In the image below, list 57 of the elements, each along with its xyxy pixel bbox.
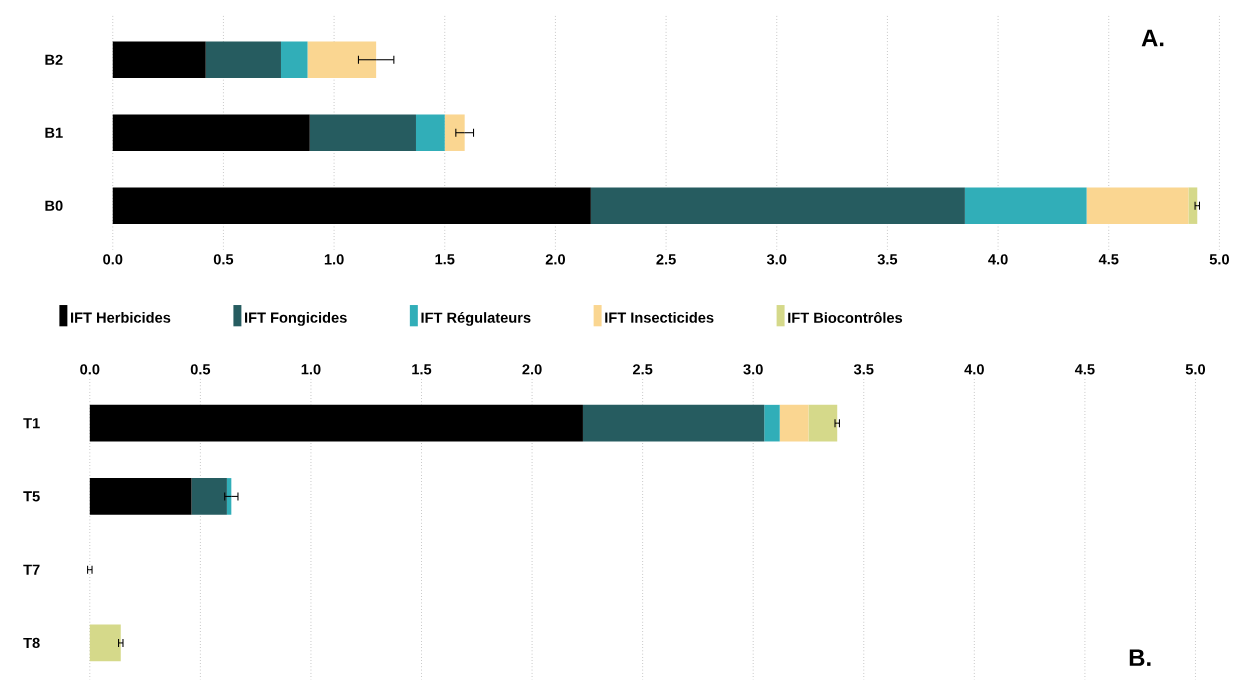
x-tick-label: 0.0 xyxy=(80,364,100,375)
x-tick-label: 2.5 xyxy=(656,254,676,265)
bar xyxy=(280,41,308,79)
x-tick-label: 2.0 xyxy=(545,254,565,265)
x-tick-label: 2.5 xyxy=(632,364,653,375)
y-tick-label: B2 xyxy=(45,54,63,66)
y-tick-label: T8 xyxy=(23,637,40,649)
bar xyxy=(764,405,780,442)
bar xyxy=(205,41,281,79)
x-tick-label: 2.0 xyxy=(522,364,542,375)
x-tick-label: 3.5 xyxy=(853,364,874,375)
bar xyxy=(1086,187,1189,225)
bar xyxy=(307,41,377,79)
y-tick-label: B0 xyxy=(45,200,63,212)
bar xyxy=(191,478,227,515)
bar xyxy=(89,405,583,442)
bar xyxy=(582,405,765,442)
x-tick-label: 0.5 xyxy=(190,364,211,375)
legend-label: IFT Insecticides xyxy=(605,312,714,324)
bar xyxy=(112,114,310,152)
bar xyxy=(1188,187,1198,225)
x-tick-label: 4.0 xyxy=(964,364,984,375)
y-tick-label: T7 xyxy=(23,564,40,575)
x-tick-label: 4.5 xyxy=(1074,364,1095,375)
x-tick-label: 3.0 xyxy=(743,364,763,375)
bar xyxy=(112,187,591,225)
x-tick-label: 1.5 xyxy=(412,364,432,375)
y-tick-label: T1 xyxy=(23,418,40,429)
annotation: A. xyxy=(1141,29,1164,47)
y-tick-label: B1 xyxy=(45,127,63,138)
x-tick-label: 0.5 xyxy=(213,254,234,265)
x-tick-label: 5.0 xyxy=(1185,364,1206,375)
legend-label: IFT Herbicides xyxy=(71,312,171,324)
x-tick-label: 0.0 xyxy=(103,254,123,265)
bar xyxy=(964,187,1087,225)
bar xyxy=(309,114,416,152)
x-tick-label: 4.0 xyxy=(988,254,1008,265)
bar xyxy=(590,187,965,225)
x-tick-label: 1.5 xyxy=(435,254,455,265)
bar xyxy=(779,405,809,442)
x-tick-label: 4.5 xyxy=(1098,254,1119,265)
y-tick-label: T5 xyxy=(23,491,40,502)
bar xyxy=(112,41,206,79)
x-tick-label: 1.0 xyxy=(301,364,321,375)
bar xyxy=(444,114,465,152)
legend-label: IFT Régulateurs xyxy=(421,312,531,327)
x-tick-label: 3.0 xyxy=(766,254,787,265)
annotation: B. xyxy=(1129,649,1151,667)
x-tick-label: 5.0 xyxy=(1209,254,1229,265)
bar xyxy=(89,478,192,515)
x-tick-label: 1.0 xyxy=(324,254,344,265)
x-tick-label: 3.5 xyxy=(877,254,898,265)
bar xyxy=(415,114,445,152)
bar xyxy=(89,624,121,662)
legend-label: IFT Biocontrôles xyxy=(788,312,903,324)
bar xyxy=(808,405,838,442)
legend-label: IFT Fongicides xyxy=(245,312,347,326)
